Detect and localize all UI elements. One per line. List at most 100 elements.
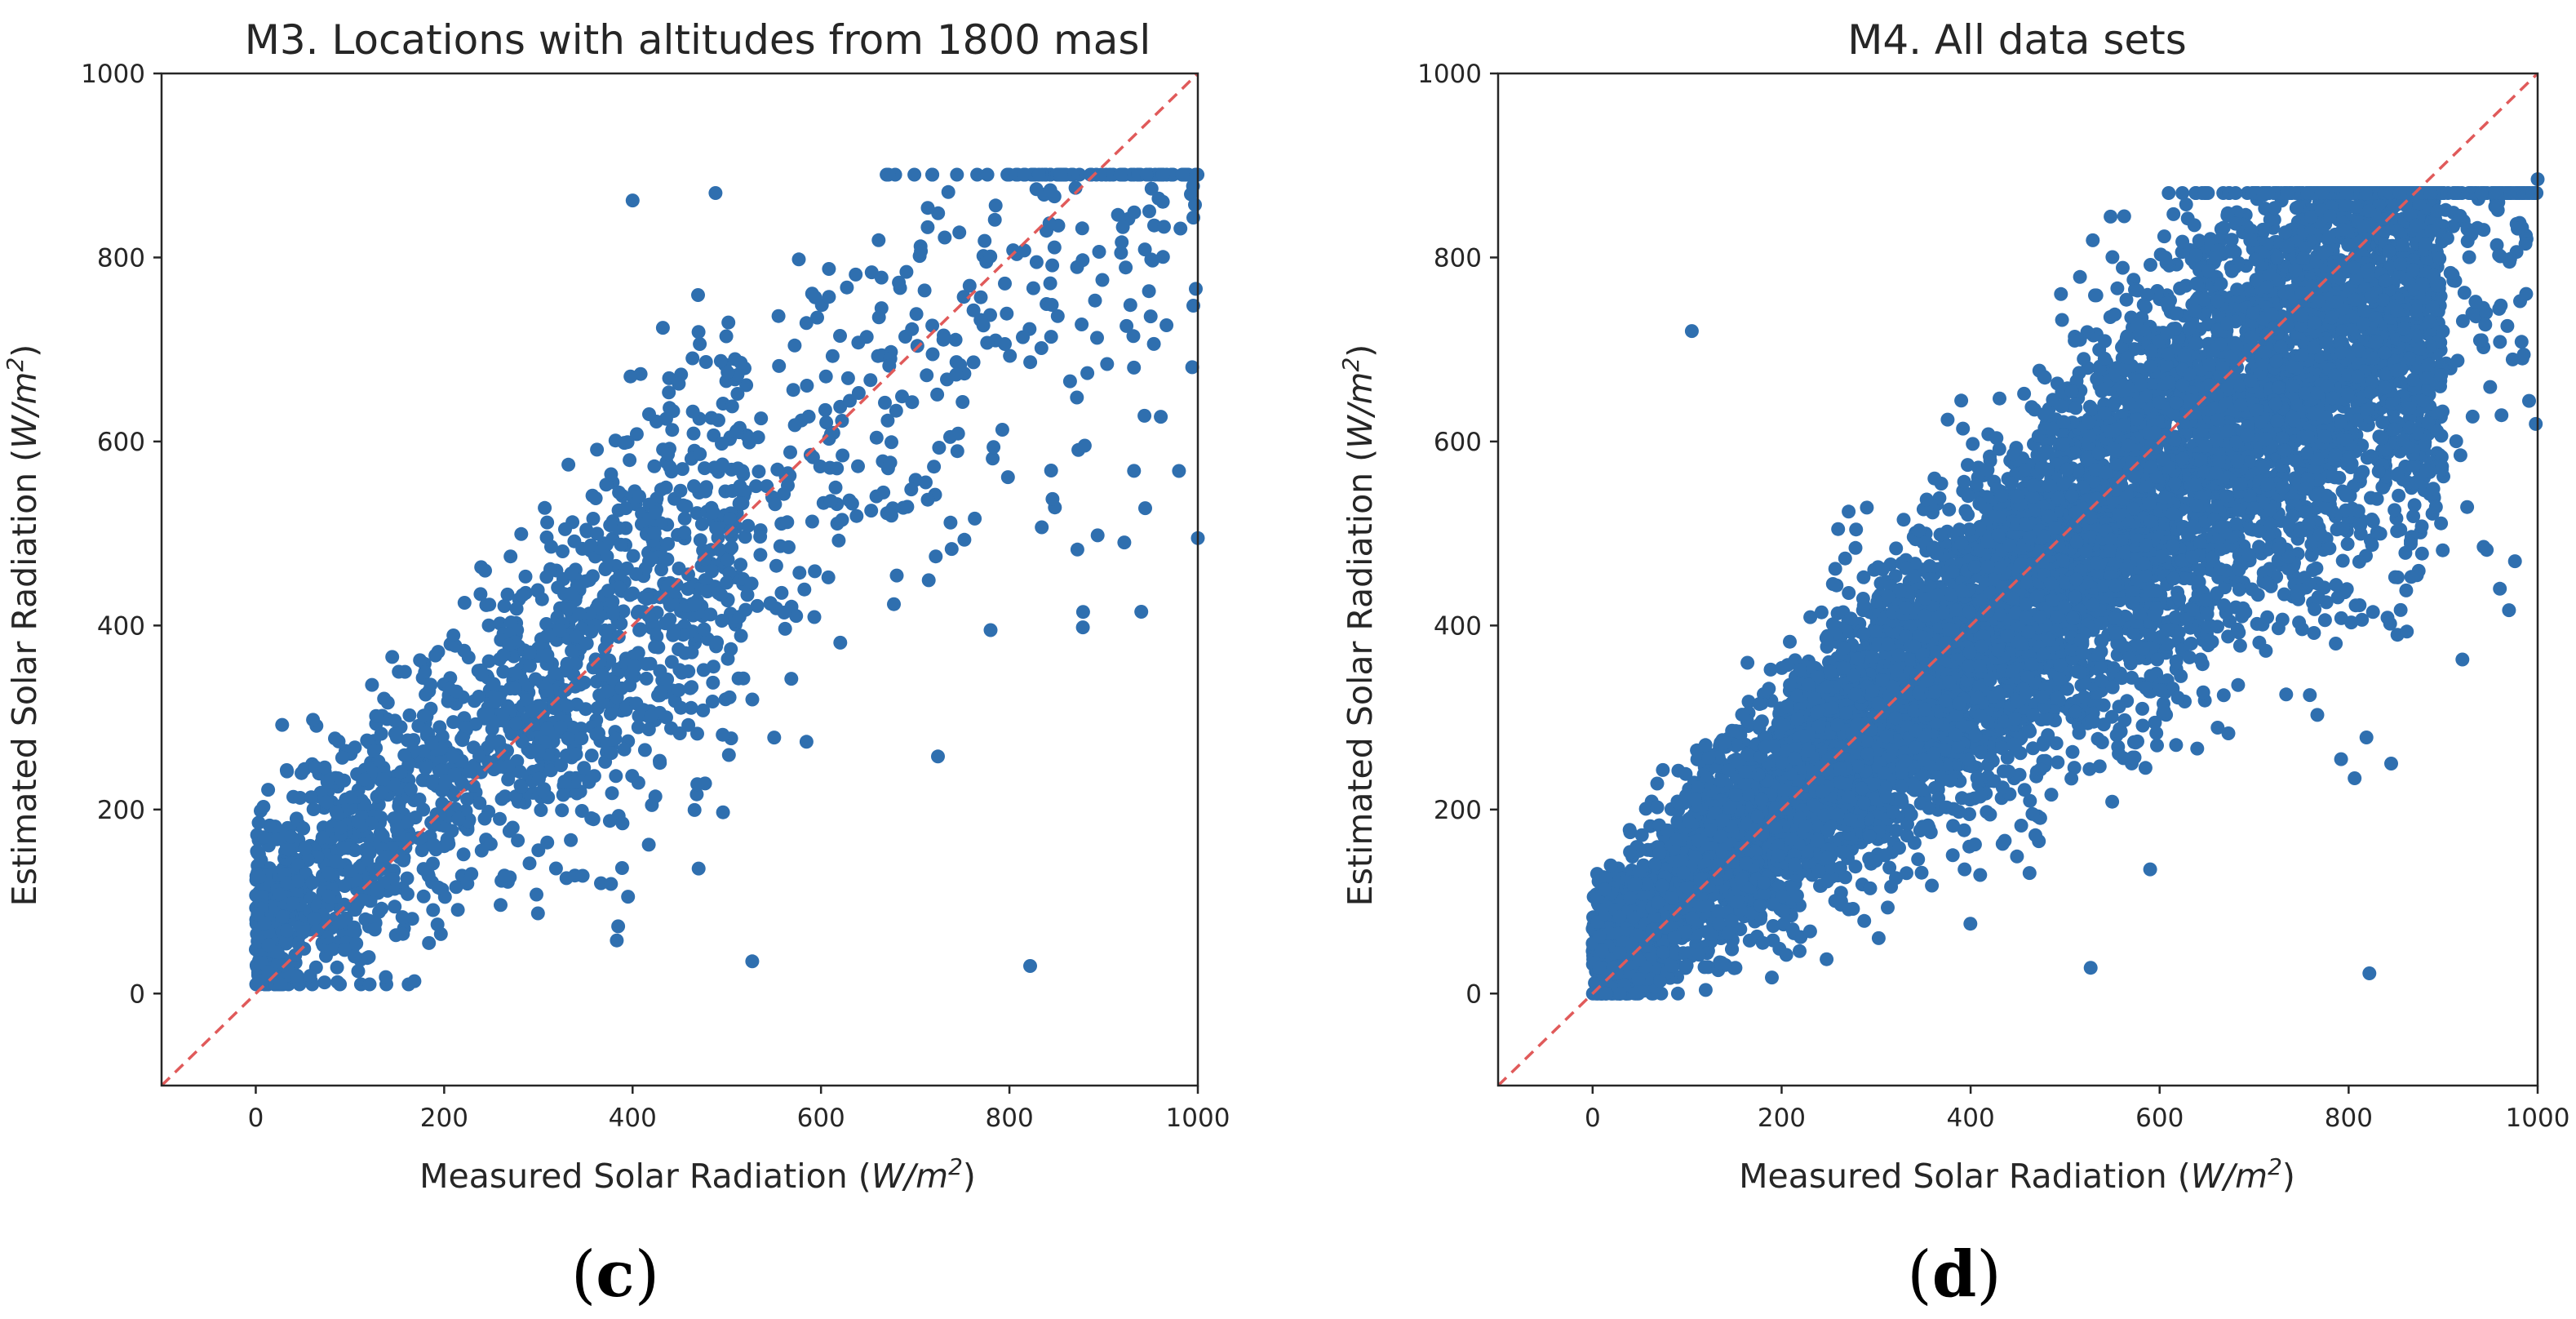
panel-c-point [477,811,492,826]
panel-c-x-tick-label: 600 [797,1104,845,1133]
panel-c-point [279,763,294,777]
panel-c-point [683,681,698,695]
panel-d-point [2169,738,2184,753]
panel-c-point [851,459,865,473]
panel-c-point [1092,245,1106,259]
panel-c-point [365,677,379,692]
panel-c-point [752,464,766,479]
panel-c-point [750,598,765,613]
panel-c-y-axis-label-text: Estimated Solar Radiation [5,473,44,906]
panel-c-point [375,785,389,800]
panel-c-point [1088,293,1102,308]
panel-c-point [914,244,929,259]
panel-c-point [442,682,457,696]
panel-c-point [508,666,523,681]
panel-c-point [655,321,670,335]
panel-c-point [895,389,909,404]
panel-c-point [925,318,940,333]
panel-c-point [558,522,572,536]
panel-c-point [681,567,695,582]
panel-c-point [330,960,344,975]
panel-c-point [376,772,391,787]
panel-c-point [586,812,601,827]
panel-c-point [354,893,369,907]
panel-c-point [704,411,719,425]
panel-c-y-axis-unit-close: ) [5,344,44,358]
panel-c-point [998,276,1012,291]
panel-d-point [2348,598,2363,613]
panel-c-point [978,233,992,248]
panel-c-point [716,727,730,742]
panel-c-point [561,457,576,472]
panel-c-point [326,942,340,957]
panel-c-point [1047,240,1062,255]
panel-c-point [531,771,546,786]
panel-c-point [604,467,619,482]
panel-c-point [348,925,362,939]
panel-c-point [457,643,472,658]
panel-c-point [335,750,349,765]
panel-c-point-outlier [708,186,723,200]
panel-d-point [2414,546,2429,561]
panel-c-point [666,628,681,642]
panel-c-point [317,975,332,990]
panel-c-point [722,690,737,704]
panel-c-point [673,483,688,498]
panel-c-point [567,775,582,789]
panel-c-point [648,505,663,520]
panel-c-point [771,309,786,323]
panel-c-point [1075,318,1089,331]
panel-c-point [665,423,680,437]
panel-c-point [548,666,562,680]
panel-c-point [629,427,644,442]
panel-c-point [1189,167,1203,182]
panel-c-point [481,618,496,633]
panel-c-point [447,788,462,802]
panel-c-point [1045,258,1060,273]
panel-d-point [2310,708,2325,722]
panel-c-point [973,290,988,304]
panel-c-point [540,515,555,530]
panel-c-point [402,708,417,722]
panel-c-point [672,376,686,391]
panel-c-point [998,337,1012,351]
panel-c-point [564,833,579,847]
panel-c-title: M3. Locations with altitudes from 1800 m… [245,16,1151,64]
panel-c-point [315,830,330,845]
panel-c-point [691,288,705,302]
panel-c-point-outlier [1023,959,1037,973]
panel-c-point [362,846,377,860]
panel-c-point [329,805,344,819]
panel-c-point [426,903,441,917]
panel-c-point [661,447,676,462]
panel-c-point [511,833,525,848]
panel-c-point [822,290,836,304]
panel-c-point [745,692,760,707]
panel-c-point [864,265,879,280]
panel-c-x-tick-label: 0 [248,1104,264,1133]
panel-c-point [948,332,963,347]
panel-c-point [930,387,945,402]
panel-c-point [534,803,548,817]
panel-c-point [1137,408,1152,423]
panel-c-point [1117,535,1132,550]
panel-c-point [1154,410,1168,424]
panel-d-point [2322,541,2337,556]
panel-c-point-outlier [983,623,998,637]
panel-c-point [430,917,445,932]
panel-c-point [503,549,518,564]
panel-c-point [813,460,827,473]
panel-c-x-axis-unit-close: ) [963,1157,976,1196]
panel-c-point [661,536,676,551]
panel-d-point [2104,209,2118,224]
panel-c-point [319,795,334,810]
panel-c-point [983,249,998,264]
panel-c-point [273,977,288,992]
panel-c-point [1139,167,1154,182]
panel-c-point [1120,318,1134,333]
panel-c-point [685,404,700,419]
panel-c-point [753,530,768,544]
panel-c-point [554,758,569,773]
panel-c-point [348,843,362,858]
panel-c-point [564,566,579,581]
